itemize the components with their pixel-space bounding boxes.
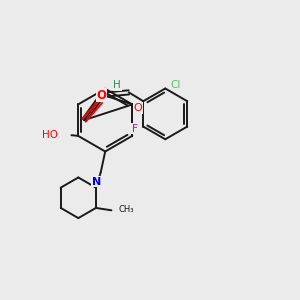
Text: N: N — [92, 177, 101, 187]
Text: HO: HO — [42, 130, 58, 140]
Text: O: O — [96, 88, 106, 102]
Text: F: F — [132, 124, 138, 134]
Text: H: H — [113, 80, 121, 90]
Text: O: O — [134, 103, 142, 113]
Text: Cl: Cl — [170, 80, 181, 90]
Text: CH₃: CH₃ — [119, 205, 134, 214]
